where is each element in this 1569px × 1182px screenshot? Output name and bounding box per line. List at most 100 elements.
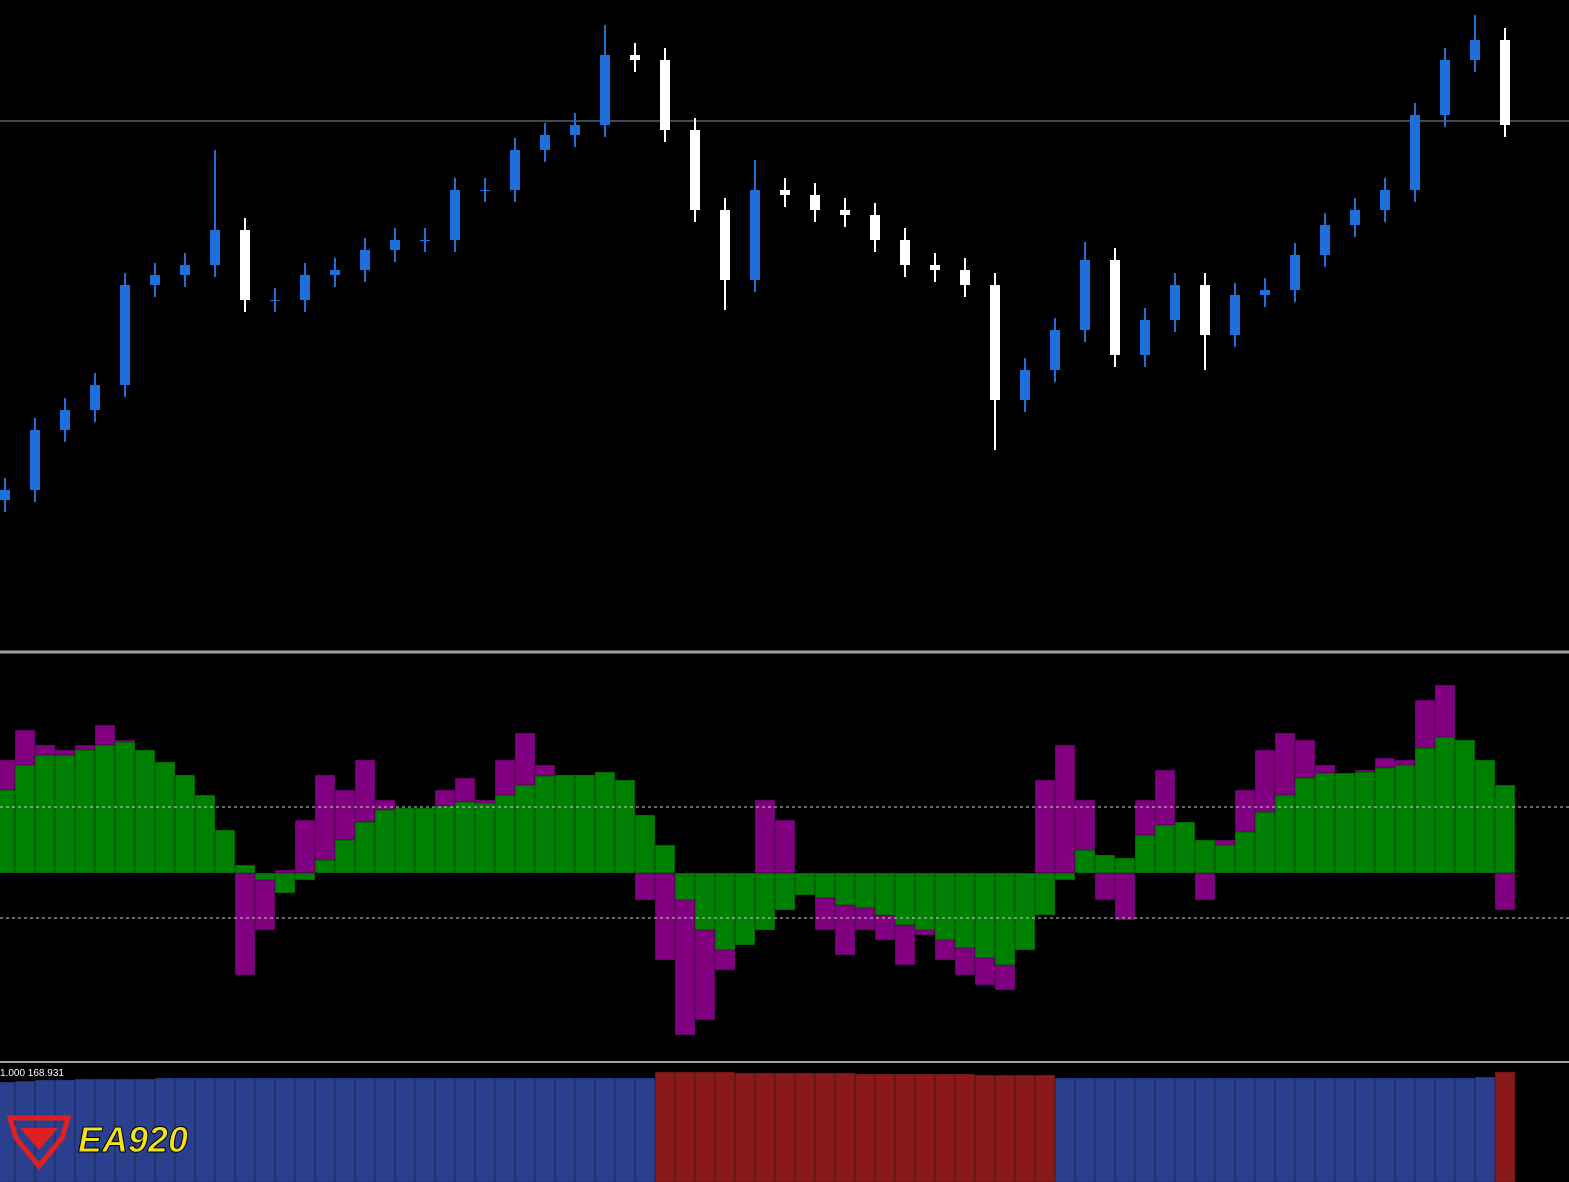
oscillator-bar — [1054, 872, 1076, 881]
bar — [1014, 1074, 1036, 1182]
bar — [1354, 1077, 1376, 1182]
candle-body — [240, 230, 250, 300]
oscillator-bar — [234, 864, 256, 874]
bar — [374, 1077, 396, 1182]
bar — [1114, 1077, 1136, 1182]
oscillator-bar — [474, 802, 496, 874]
oscillator-bar — [334, 839, 356, 874]
oscillator-bar — [374, 809, 396, 874]
bar — [494, 1077, 516, 1182]
bar — [254, 1077, 276, 1182]
oscillator-bar — [1014, 872, 1036, 951]
bar — [934, 1073, 956, 1182]
candle-body — [1110, 260, 1120, 355]
oscillator-bar — [794, 872, 816, 896]
candle-body — [870, 215, 880, 240]
oscillator-bar — [534, 775, 556, 874]
candle-body — [1290, 255, 1300, 290]
oscillator-bar — [514, 784, 536, 874]
candle-body — [60, 410, 70, 430]
candle-body — [120, 285, 130, 385]
oscillator-bar — [754, 872, 776, 931]
oscillator-bar — [1114, 872, 1136, 921]
bar — [1394, 1077, 1416, 1182]
oscillator-bar — [554, 774, 576, 874]
bar — [794, 1072, 816, 1182]
bar — [1254, 1077, 1276, 1182]
bar — [614, 1077, 636, 1182]
oscillator-bar — [414, 807, 436, 874]
bar — [734, 1072, 756, 1182]
oscillator-bar — [1174, 821, 1196, 874]
bar — [414, 1077, 436, 1182]
oscillator-bar — [834, 872, 856, 906]
candle-body — [780, 190, 790, 195]
oscillator-bar — [1354, 771, 1376, 874]
oscillator-bar — [94, 744, 116, 874]
candle-body — [750, 190, 760, 280]
oscillator-bar — [274, 872, 296, 894]
indicator-label: 1.000 168.931 — [0, 1068, 64, 1079]
oscillator-bar — [894, 872, 916, 926]
oscillator-bar — [274, 869, 296, 874]
bar — [1154, 1077, 1176, 1182]
logo: EA920 — [6, 1115, 189, 1170]
bar — [654, 1071, 676, 1182]
candle-body — [30, 430, 40, 490]
bar — [974, 1074, 996, 1182]
oscillator-bar — [594, 771, 616, 874]
candle-body — [1080, 260, 1090, 330]
bar — [574, 1077, 596, 1182]
oscillator-bar — [1194, 839, 1216, 874]
candle-body — [90, 385, 100, 410]
bar — [954, 1073, 976, 1182]
oscillator-bar — [134, 749, 156, 874]
oscillator-bar — [854, 872, 876, 909]
oscillator-bar — [1414, 747, 1436, 874]
bar — [1234, 1077, 1256, 1182]
oscillator-bar — [1294, 777, 1316, 874]
bar — [534, 1077, 556, 1182]
oscillator-bar — [1034, 779, 1056, 874]
oscillator-panel — [0, 684, 1569, 1036]
logo-text: EA920 — [78, 1119, 188, 1160]
bar — [834, 1072, 856, 1182]
oscillator-bar — [214, 829, 236, 874]
bar — [914, 1073, 936, 1182]
oscillator-bar — [714, 872, 736, 951]
bar — [194, 1077, 216, 1182]
candle-body — [1230, 295, 1240, 335]
candle-body — [1050, 330, 1060, 370]
bar — [234, 1077, 256, 1182]
candle-body — [540, 135, 550, 150]
bar — [1374, 1077, 1396, 1182]
candle-body — [180, 265, 190, 275]
oscillator-bar — [814, 872, 836, 899]
bar — [274, 1077, 296, 1182]
candle-body — [570, 125, 580, 135]
price-panel — [0, 15, 1569, 512]
bar — [1194, 1077, 1216, 1182]
candle-body — [210, 230, 220, 265]
bar — [1294, 1077, 1316, 1182]
bar — [874, 1073, 896, 1182]
candle-body — [330, 270, 340, 275]
oscillator-bar — [1434, 736, 1456, 874]
oscillator-bar — [54, 754, 76, 874]
oscillator-bar — [1114, 857, 1136, 874]
oscillator-bar — [774, 819, 796, 874]
candle-body — [630, 55, 640, 60]
candle-body — [1410, 115, 1420, 190]
bar — [674, 1071, 696, 1182]
bar — [854, 1073, 876, 1182]
bar — [514, 1077, 536, 1182]
oscillator-bar — [1394, 764, 1416, 874]
candle-body — [420, 240, 430, 241]
bar — [1094, 1077, 1116, 1182]
candle-body — [1260, 290, 1270, 295]
oscillator-bar — [1214, 844, 1236, 874]
oscillator-bar — [74, 749, 96, 874]
bar — [214, 1077, 236, 1182]
